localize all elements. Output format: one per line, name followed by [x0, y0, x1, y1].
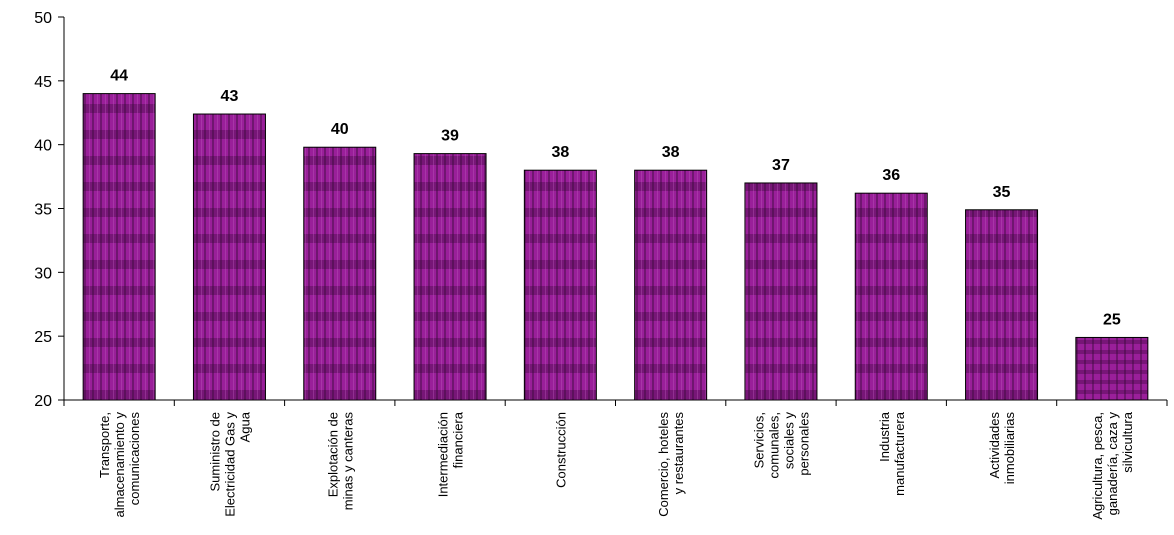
category-label-line: Actividades	[987, 412, 1002, 479]
bar	[965, 209, 1039, 401]
category-label-line: almacenamiento y	[112, 412, 127, 518]
category-label: Intermediación financiera	[436, 411, 466, 497]
category-label-line: comunales,	[766, 412, 781, 478]
category-label-line: manufacturera	[892, 411, 907, 496]
y-tick-label: 30	[34, 265, 52, 282]
bar	[303, 146, 377, 401]
category-label-line: Servicios,	[751, 412, 766, 468]
category-label: Industria manufacturera	[877, 411, 907, 496]
category-label-line: Agricultura, pesca,	[1090, 412, 1105, 520]
data-label: 38	[662, 144, 680, 161]
data-labels: 44 43 40 39 38 38 37 36 35 25	[110, 68, 1121, 329]
y-tick-label: 50	[34, 10, 52, 27]
y-tick-label: 45	[34, 74, 52, 91]
category-label-line: Transporte,	[97, 412, 112, 478]
category-label-line: minas y canteras	[340, 412, 355, 511]
category-label-line: ganadería, caza y	[1105, 412, 1120, 516]
y-tick-label: 40	[34, 138, 52, 155]
category-label-line: Electricidad Gas y	[222, 412, 237, 517]
category-label: Comercio, hoteles y restaurantes	[656, 412, 686, 517]
data-label: 44	[110, 68, 128, 85]
y-tick-label: 35	[34, 202, 52, 219]
y-axis: 20 25 30 35 40 45 50	[34, 10, 65, 410]
data-label: 37	[772, 157, 790, 174]
category-label: Transporte, almacenamiento y comunicacione…	[97, 412, 142, 518]
category-label-line: personales	[796, 412, 811, 476]
category-label-line: Intermediación	[436, 412, 451, 497]
category-label-line: financiera	[451, 411, 466, 468]
category-label-line: Explotación de	[325, 412, 340, 497]
data-label: 40	[331, 121, 349, 138]
y-tick-label: 20	[34, 393, 52, 410]
category-label-line: sociales y	[781, 412, 796, 470]
category-label: Servicios, comunales, sociales y personales	[751, 412, 811, 479]
category-label-line: Agua	[237, 411, 252, 442]
bar	[1075, 336, 1149, 401]
data-label: 39	[441, 128, 459, 145]
bar	[523, 169, 597, 401]
bars	[82, 93, 1149, 401]
category-label-line: Comercio, hoteles	[656, 412, 671, 517]
category-label-line: comunicaciones	[127, 412, 142, 506]
data-label: 38	[551, 144, 569, 161]
bar	[413, 153, 487, 401]
category-label-line: Industria	[877, 411, 892, 462]
category-label: Actividades inmobiliarias	[987, 412, 1017, 485]
x-axis	[63, 399, 1168, 406]
bar	[192, 113, 266, 401]
category-label-line: silvicultura	[1120, 411, 1135, 472]
y-tick-label: 25	[34, 329, 52, 346]
data-label: 43	[221, 88, 239, 105]
category-label-line: Suministro de	[207, 412, 222, 491]
data-label: 25	[1103, 311, 1121, 328]
bar	[634, 169, 708, 401]
category-label-line: Construcción	[553, 412, 568, 488]
category-label-line: y restaurantes	[671, 412, 686, 495]
category-label-line: inmobiliarias	[1002, 412, 1017, 485]
category-label: Explotación de minas y canteras	[325, 412, 355, 511]
bar	[744, 182, 818, 401]
category-label: Construcción	[553, 412, 568, 488]
bar	[854, 192, 928, 401]
category-label: Suministro de Electricidad Gas y Agua	[207, 411, 252, 517]
data-label: 36	[882, 167, 900, 184]
category-label: Agricultura, pesca, ganadería, caza y silv…	[1090, 411, 1135, 519]
category-labels: Transporte, almacenamiento y comunicacione…	[97, 411, 1135, 519]
data-label: 35	[993, 184, 1011, 201]
bar	[82, 93, 156, 401]
